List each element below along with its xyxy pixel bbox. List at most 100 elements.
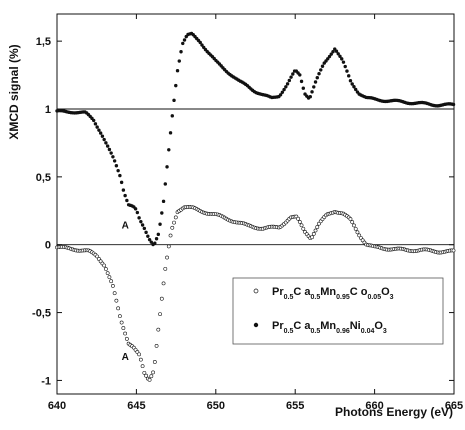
legend-label-part: 0.95 <box>336 294 350 301</box>
data-point-filled <box>133 207 138 211</box>
data-point-filled <box>174 83 178 88</box>
data-point-open <box>144 373 148 378</box>
data-point-filled <box>310 90 314 94</box>
data-point-open <box>301 226 306 231</box>
data-point-filled <box>182 38 187 42</box>
data-point-filled <box>347 74 351 78</box>
data-point-filled <box>451 102 456 107</box>
data-point-filled <box>315 76 319 80</box>
plot-frame <box>56 13 455 395</box>
data-point-open <box>348 217 353 221</box>
data-point-filled <box>298 73 302 77</box>
data-point-open <box>117 314 122 319</box>
data-point-filled <box>177 59 181 63</box>
data-point-open <box>161 281 166 286</box>
data-point-filled <box>345 69 349 73</box>
legend-marker-open <box>253 288 259 294</box>
data-point-filled <box>153 241 157 245</box>
annotation-label: A <box>122 220 129 231</box>
data-point-open <box>107 275 112 280</box>
data-point-filled <box>147 237 152 242</box>
legend-label-part: Mn <box>320 286 336 298</box>
data-point-open <box>140 364 145 369</box>
legend-label-part: C a <box>293 286 311 298</box>
annotation-label: A <box>122 352 129 363</box>
data-point-open <box>123 331 128 336</box>
data-point-filled <box>320 64 325 68</box>
data-point-open <box>173 215 178 220</box>
data-point-filled <box>104 141 108 145</box>
data-point-filled <box>319 68 323 72</box>
data-point-filled <box>142 226 147 231</box>
data-point-filled <box>287 78 292 83</box>
data-point-filled <box>170 114 174 118</box>
baselines <box>57 108 454 246</box>
data-point-filled <box>165 165 169 169</box>
data-point-filled <box>116 168 120 173</box>
data-point-open <box>105 271 110 276</box>
y-tick-label: 1 <box>45 104 51 116</box>
data-point-open <box>158 312 162 316</box>
data-point-filled <box>291 72 295 76</box>
data-point-filled <box>135 210 140 215</box>
legend-label-part: 3 <box>383 328 387 335</box>
data-point-open <box>313 228 318 233</box>
data-point-open <box>151 370 155 375</box>
x-tick-label: 645 <box>127 400 145 412</box>
data-point-open <box>159 296 164 301</box>
data-point-filled <box>137 216 141 220</box>
legend-label-part: 0.04 <box>361 328 375 335</box>
legend-label-part: 0.5 <box>310 294 320 301</box>
data-point-open <box>138 357 143 362</box>
data-point-open <box>156 327 161 332</box>
data-point-filled <box>175 69 180 73</box>
data-point-open <box>116 306 121 311</box>
data-point-filled <box>109 151 113 155</box>
data-point-filled <box>327 54 332 59</box>
data-point-filled <box>340 57 344 61</box>
data-point-filled <box>341 60 346 64</box>
y-axis-title: XMCD signal (%) <box>7 44 21 139</box>
series-0 <box>55 205 456 382</box>
data-point-open <box>352 223 356 228</box>
legend-label-part: 0.96 <box>336 328 350 335</box>
x-tick-label: 660 <box>365 400 383 412</box>
data-point-filled <box>354 87 358 92</box>
data-point-filled <box>160 211 164 215</box>
legend-label-part: 0.05 <box>367 294 381 301</box>
data-point-open <box>142 370 147 375</box>
data-point-open <box>310 235 314 240</box>
legend-label-part: O <box>374 320 383 332</box>
data-point-filled <box>278 93 283 97</box>
data-point-filled <box>100 134 105 138</box>
data-point-open <box>154 343 159 348</box>
data-point-filled <box>299 79 304 84</box>
data-point-filled <box>118 173 122 178</box>
data-point-filled <box>107 147 112 152</box>
annotations: AA <box>122 220 129 363</box>
data-point-filled <box>334 49 339 53</box>
data-point-filled <box>111 155 115 159</box>
y-tick-label: -1 <box>41 375 51 387</box>
data-point-filled <box>149 240 154 244</box>
legend-label-part: Pr <box>272 286 284 298</box>
data-point-filled <box>331 50 335 54</box>
data-point-filled <box>200 43 204 47</box>
data-point-filled <box>301 86 305 90</box>
data-point-filled <box>97 128 101 132</box>
data-point-open <box>172 220 176 225</box>
legend-box <box>232 277 444 345</box>
x-tick-label: 640 <box>48 400 66 412</box>
y-axis: -1 -0,5 0 0,5 1 1,5 <box>32 36 454 387</box>
legend-label: Pr0.5C a0.5Mn0.95C o0.05O3 <box>272 286 394 301</box>
data-point-filled <box>146 234 150 238</box>
legend-label: Pr0.5C a0.5Mn0.96Ni0.04O3 <box>272 320 387 335</box>
data-point-filled <box>198 40 202 45</box>
data-point-filled <box>167 148 171 152</box>
data-point-filled <box>313 80 318 84</box>
data-point-open <box>163 266 168 271</box>
data-point-filled <box>289 75 293 79</box>
data-point-filled <box>348 79 353 83</box>
y-tick-label: 0,5 <box>36 172 51 184</box>
